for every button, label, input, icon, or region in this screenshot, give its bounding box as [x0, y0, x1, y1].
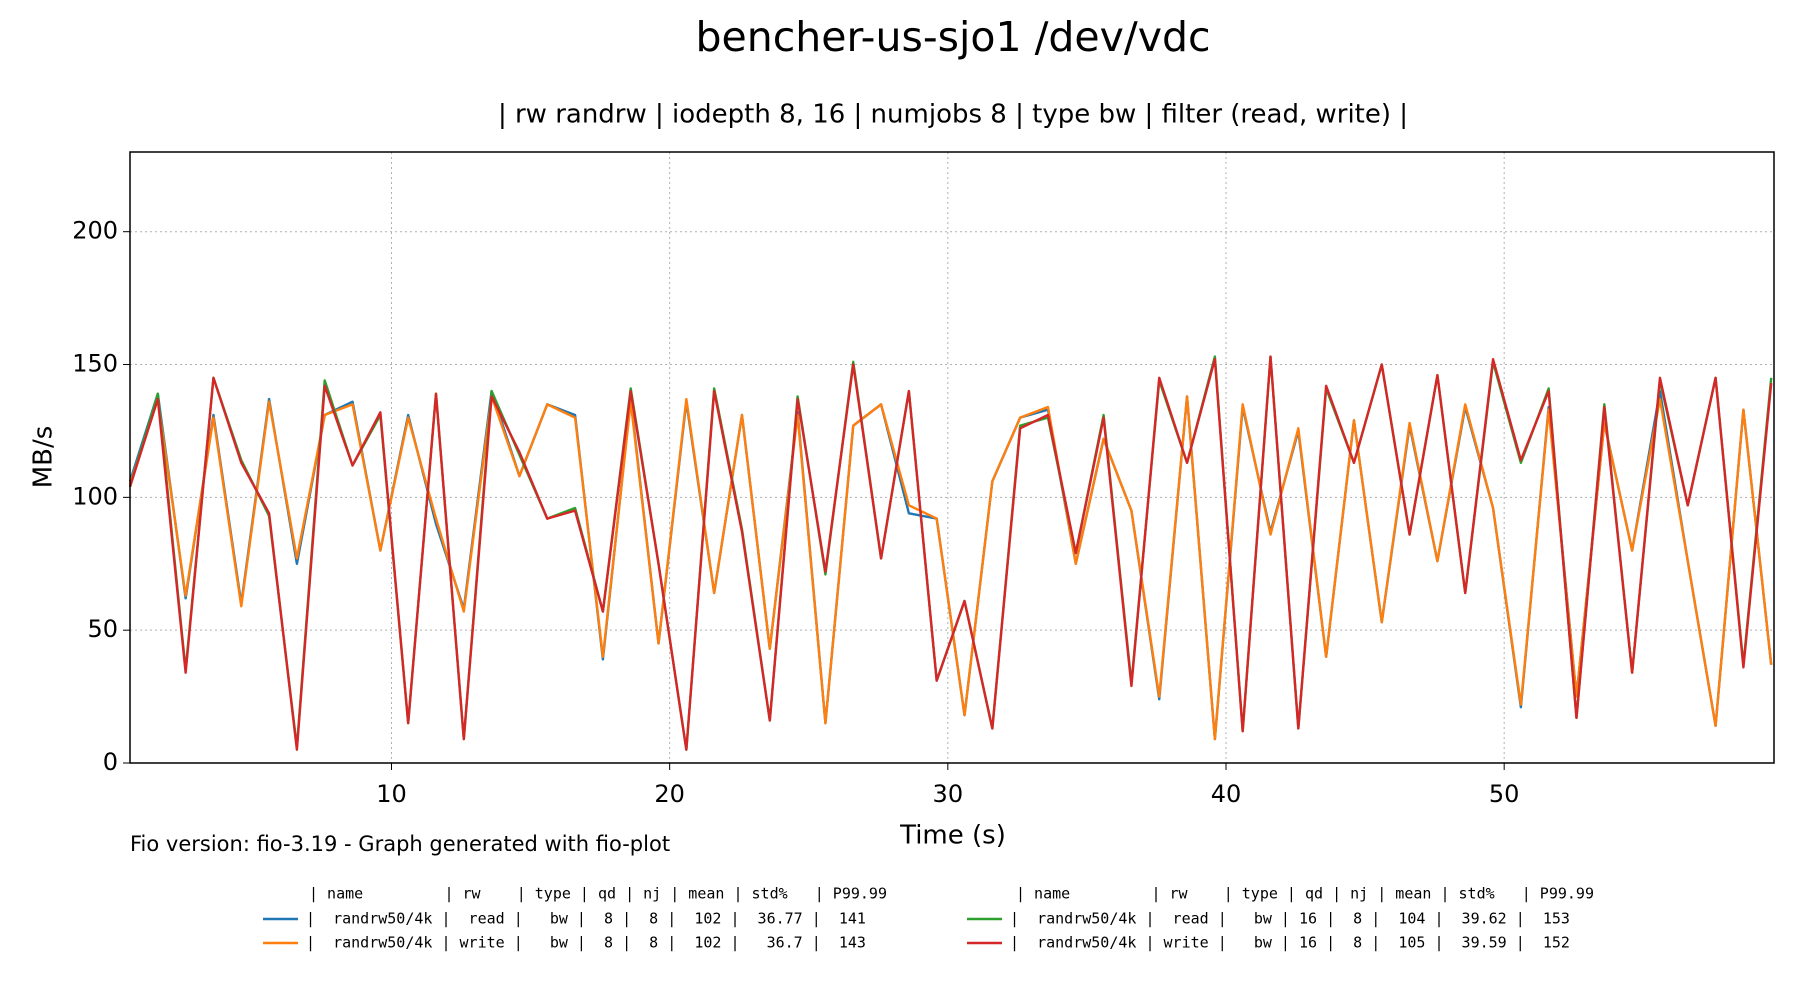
footnote: Fio version: fio-3.19 - Graph generated …	[130, 832, 670, 856]
legend-label: | randrw50/4k | write | bw | 16 | 8 | 10…	[1010, 934, 1570, 952]
y-tick-label: 200	[72, 217, 118, 245]
x-axis-label: Time (s)	[899, 821, 1006, 851]
series-line	[128, 389, 1773, 741]
series-line	[128, 355, 1773, 751]
x-tick-label: 40	[1211, 780, 1242, 808]
plot-frame	[129, 151, 1775, 764]
legend-header: | name | rw | type | qd | nj | mean | st…	[1016, 885, 1594, 903]
legend-label: | randrw50/4k | read | bw | 8 | 8 | 102 …	[306, 910, 866, 928]
y-tick-label: 0	[103, 748, 118, 776]
series-line	[128, 355, 1773, 751]
x-tick-label: 10	[376, 780, 407, 808]
y-tick-label: 50	[87, 615, 118, 643]
y-tick-label: 100	[72, 482, 118, 510]
y-axis-label: MB/s	[29, 426, 59, 489]
legend-label: | randrw50/4k | read | bw | 16 | 8 | 104…	[1010, 910, 1570, 928]
legend-header: | name | rw | type | qd | nj | mean | st…	[309, 885, 887, 903]
legend-label: | randrw50/4k | write | bw | 8 | 8 | 102…	[306, 934, 866, 952]
chart-subtitle: | rw randrw | iodepth 8, 16 | numjobs 8 …	[498, 100, 1408, 130]
series-line	[128, 395, 1773, 741]
chart-title: bencher-us-sjo1 /dev/vdc	[695, 13, 1210, 61]
x-tick-label: 20	[654, 780, 685, 808]
y-tick-label: 150	[72, 350, 118, 378]
x-tick-label: 50	[1489, 780, 1520, 808]
x-tick-label: 30	[933, 780, 964, 808]
